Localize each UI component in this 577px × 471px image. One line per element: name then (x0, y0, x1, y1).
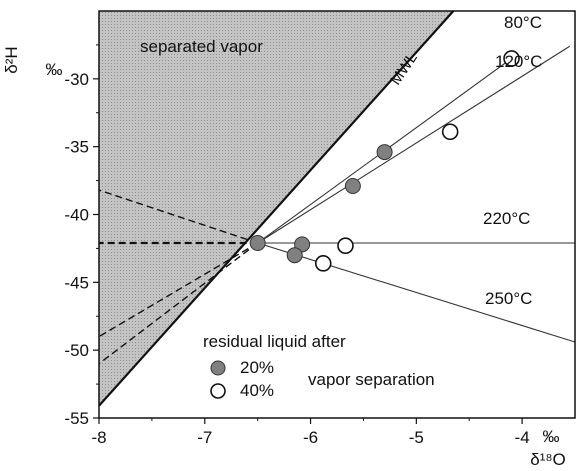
open-marker-0 (503, 50, 520, 67)
open-marker-3 (314, 255, 332, 272)
temp-label-250: 250°C (485, 289, 532, 308)
temp-line-1 (257, 45, 571, 244)
y-tick-label-2: -40 (64, 206, 89, 225)
x-tick-label-4: -4 (515, 428, 530, 447)
y-axis: -30 -35 -40 -45 -50 -55 (64, 44, 99, 428)
temp-label-120: 120°C (495, 52, 542, 71)
open-marker-1 (441, 123, 459, 141)
y-tick-label-4: -50 (64, 341, 89, 360)
y-axis-label: δ²H (2, 46, 21, 73)
x-tick-label-0: -8 (91, 428, 106, 447)
mwl-line (98, 10, 455, 407)
legend-title: residual liquid after (203, 332, 346, 351)
legend-label-20: 20% (240, 358, 274, 377)
temp-line-3 (257, 242, 575, 343)
x-tick-label-3: -5 (409, 428, 424, 447)
legend-label-40: 40% (240, 381, 274, 400)
legend-marker-filled (210, 360, 226, 376)
filled-marker-1 (376, 144, 393, 161)
filled-marker-4 (286, 247, 303, 264)
legend-suffix: vapor separation (308, 370, 435, 389)
x-tick-label-2: -6 (303, 428, 318, 447)
y-tick-label-0: -30 (64, 70, 89, 89)
vapor-line-0 (99, 189, 258, 244)
y-tick-label-3: -45 (64, 273, 89, 292)
separated-vapor-label: separated vapor (140, 37, 263, 56)
y-tick-label-5: -55 (64, 409, 89, 428)
temp-label-80: 80°C (504, 13, 542, 32)
x-tick-label-1: -7 (197, 428, 212, 447)
y-axis-unit: ‰ (46, 60, 63, 79)
x-axis-unit: ‰ (543, 427, 560, 446)
open-marker-2 (337, 237, 354, 255)
filled-marker-2 (344, 178, 361, 195)
legend-marker-open (210, 383, 226, 399)
x-axis-label: δ¹⁸O (530, 450, 566, 469)
filled-marker-0 (249, 234, 266, 251)
vapor-line-3 (99, 242, 259, 365)
temp-label-220: 220°C (483, 209, 530, 228)
vapor-line-2 (99, 242, 259, 338)
y-tick-label-1: -35 (64, 138, 89, 157)
plot-area (98, 10, 575, 407)
x-axis: -8 -7 -6 -5 -4 (91, 418, 530, 447)
legend: residual liquid after 20% 40% vapor sepa… (203, 332, 435, 400)
